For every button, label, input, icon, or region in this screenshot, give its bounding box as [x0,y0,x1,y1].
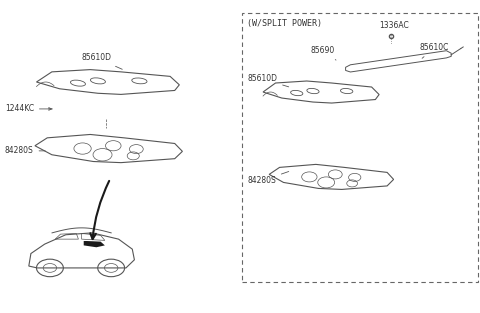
Text: (W/SPLIT POWER): (W/SPLIT POWER) [247,19,322,28]
Text: 1336AC: 1336AC [379,21,409,36]
Text: 1244KC: 1244KC [5,105,52,113]
Text: 85610D: 85610D [247,74,288,87]
Text: 85610D: 85610D [82,54,122,69]
Polygon shape [84,241,105,247]
Text: 85610C: 85610C [420,43,449,58]
Text: 85690: 85690 [311,46,336,60]
Text: 84280S: 84280S [5,146,45,155]
Text: 84280S: 84280S [247,172,289,185]
